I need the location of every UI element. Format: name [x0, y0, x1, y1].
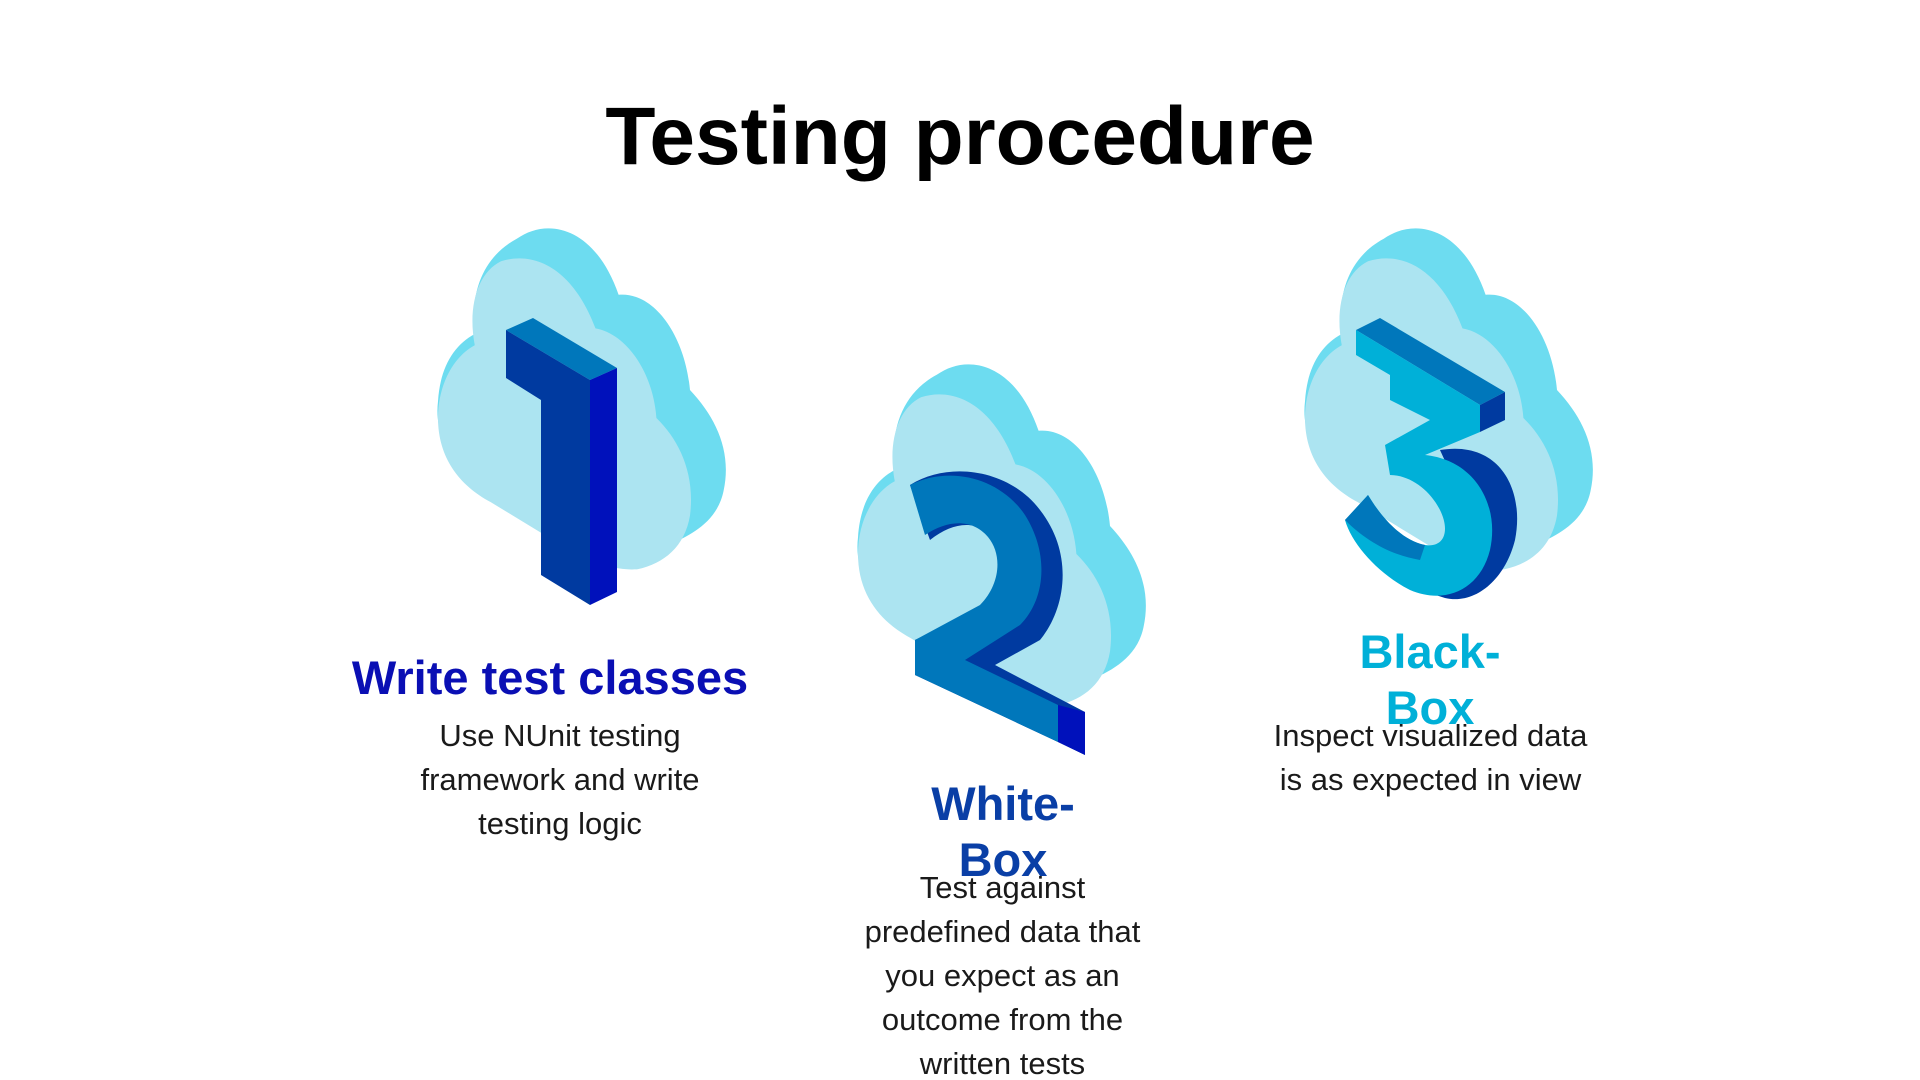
- step-one-heading: Write test classes: [351, 651, 749, 704]
- step-two-heading: White-Box: [931, 777, 1075, 886]
- number-one-icon: [506, 318, 617, 605]
- slide-title: Testing procedure: [605, 91, 1315, 182]
- step-three-heading: Black-Box: [1359, 625, 1501, 734]
- step-one-description: Use NUnit testing framework and write te…: [420, 718, 700, 841]
- number-two-icon: [910, 471, 1085, 755]
- step-three-description: Inspect visualized data is as expected i…: [1273, 718, 1588, 797]
- number-three-icon: [1345, 318, 1518, 600]
- step-two-description: Test against predefined data that you ex…: [864, 870, 1141, 1080]
